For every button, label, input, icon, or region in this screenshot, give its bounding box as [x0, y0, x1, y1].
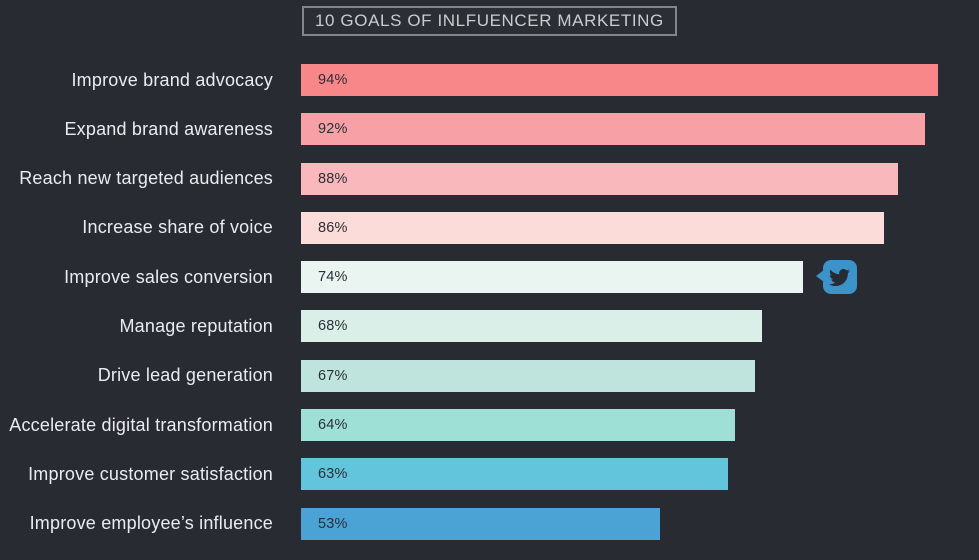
bar: 92% — [301, 113, 925, 146]
bar-track: 88% — [301, 162, 979, 195]
bar-category-label: Improve employee’s influence — [29, 513, 273, 534]
bar-row: Improve employee’s influence 53% — [0, 507, 979, 540]
bar-row: Expand brand awareness 92% — [0, 113, 979, 146]
bar-value-label: 74% — [318, 269, 348, 286]
bar-value-label: 92% — [318, 121, 348, 138]
bar-row: Manage reputation 68% — [0, 310, 979, 343]
bar-row: Reach new targeted audiences 88% — [0, 162, 979, 195]
twitter-icon — [815, 260, 857, 295]
bar-value-label: 86% — [318, 219, 348, 236]
bar-track: 86% — [301, 211, 979, 244]
bar-category-label: Accelerate digital transformation — [9, 414, 273, 435]
bar-chart: Improve brand advocacy 94% Expand brand … — [0, 64, 979, 540]
bar-track: 94% — [301, 64, 979, 96]
bar-value-label: 68% — [318, 318, 348, 335]
bar-value-label: 94% — [318, 72, 348, 88]
bar-category-label: Improve sales conversion — [64, 266, 273, 287]
twitter-bubble-tail — [815, 270, 824, 283]
bar-row: Improve brand advocacy 94% — [0, 64, 979, 96]
bar-value-label: 67% — [318, 367, 348, 384]
bar-row: Drive lead generation 67% — [0, 359, 979, 392]
bar: 64% — [301, 409, 735, 442]
bar-value-label: 53% — [318, 515, 348, 532]
bar: 63% — [301, 458, 729, 491]
bar-category-label: Expand brand awareness — [64, 118, 273, 139]
bar-category-label: Manage reputation — [119, 315, 273, 336]
bar-value-label: 64% — [318, 417, 348, 434]
bar-value-label: 88% — [318, 170, 348, 187]
bar-value-label: 63% — [318, 466, 348, 483]
bar-track: 64% — [301, 409, 979, 442]
twitter-bird-icon — [829, 268, 851, 286]
bar: 86% — [301, 211, 885, 244]
bar-category-label: Improve customer satisfaction — [28, 463, 273, 484]
bar-category-label: Drive lead generation — [97, 365, 273, 386]
bar-category-label: Reach new targeted audiences — [19, 168, 273, 189]
bar-track: 68% — [301, 310, 979, 343]
bar-track: 53% — [301, 507, 979, 540]
bar-track: 92% — [301, 113, 979, 146]
chart-title: 10 GOALS OF INLFUENCER MARKETING — [302, 6, 677, 36]
bar: 88% — [301, 162, 898, 195]
bar-row: Improve customer satisfaction 63% — [0, 458, 979, 491]
bar: 67% — [301, 359, 756, 392]
bar-row: Accelerate digital transformation 64% — [0, 409, 979, 442]
bar-category-label: Improve brand advocacy — [71, 69, 273, 90]
bar-category-label: Increase share of voice — [82, 217, 273, 238]
bar-track: 74% — [301, 260, 979, 295]
bar-row: Increase share of voice 86% — [0, 211, 979, 244]
bar-row: Improve sales conversion 74% — [0, 260, 979, 295]
bar: 74% — [301, 261, 803, 294]
bar: 53% — [301, 507, 661, 540]
bar-track: 67% — [301, 359, 979, 392]
bar: 68% — [301, 310, 763, 343]
bar: 94% — [301, 64, 939, 96]
bar-track: 63% — [301, 458, 979, 491]
